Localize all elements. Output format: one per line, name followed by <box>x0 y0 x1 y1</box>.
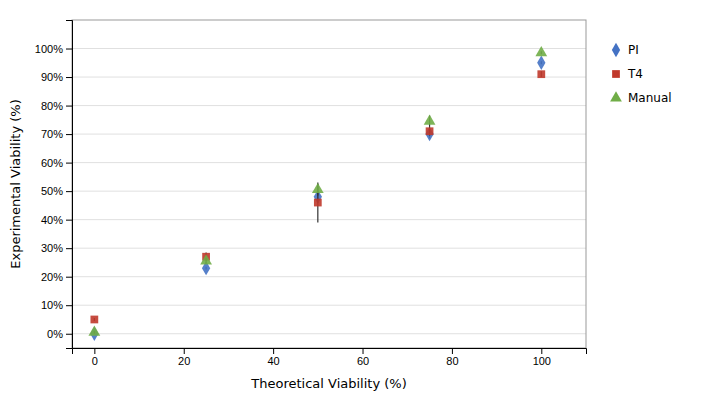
tick-mark <box>541 348 542 354</box>
tick: 20% <box>41 271 72 283</box>
grid-line <box>72 191 586 192</box>
legend-label: T4 <box>627 67 643 81</box>
point <box>537 70 545 78</box>
tick-label: 80% <box>41 100 63 112</box>
tick-label: 40 <box>268 355 280 367</box>
tick: 100 <box>533 348 551 367</box>
tick: 50% <box>41 185 72 197</box>
point <box>424 114 436 124</box>
point <box>312 183 324 193</box>
legend: PI T4 Manual <box>610 43 671 105</box>
grid-line <box>72 105 586 106</box>
tick-label: 70% <box>41 128 63 140</box>
tick-mark <box>66 248 72 249</box>
tick-mark <box>363 348 364 354</box>
grid-line <box>72 48 586 49</box>
chart: 0 20 40 60 80 100 0% 10% 20% 30% 40% 50% 60% 70% 80% 90… <box>0 0 716 400</box>
legend-symbol <box>612 70 620 78</box>
tick-mark <box>66 305 72 306</box>
tick-mark <box>452 348 453 354</box>
plot: 0 20 40 60 80 100 0% 10% 20% 30% 40% 50% 60% 70% 80% 90… <box>8 20 587 391</box>
tick-label: 0 <box>92 355 98 367</box>
grid-line <box>72 305 586 306</box>
tick-mark <box>273 348 274 354</box>
tick-label: 100 <box>533 355 551 367</box>
grid-line <box>72 219 586 220</box>
tick-label: 90% <box>41 71 63 83</box>
tick-label: 60 <box>357 355 369 367</box>
tick: 20 <box>178 348 190 367</box>
tick: 80% <box>41 100 72 112</box>
x-axis: 0 20 40 60 80 100 <box>73 348 587 367</box>
series <box>88 46 547 336</box>
series <box>90 56 545 341</box>
tick: 80 <box>446 348 458 367</box>
legend-symbol <box>612 43 620 57</box>
tick-mark <box>66 77 72 78</box>
grid-line <box>72 333 586 334</box>
point <box>535 46 547 56</box>
legend-item: Manual <box>610 91 671 105</box>
grid-line <box>72 134 586 135</box>
point <box>200 254 212 264</box>
tick: 0% <box>47 328 72 340</box>
grid-line <box>72 276 586 277</box>
tick: 40 <box>268 348 280 367</box>
legend-item: T4 <box>612 67 643 81</box>
tick: 10% <box>41 299 72 311</box>
marks <box>88 46 547 341</box>
tick-label: 0% <box>47 328 63 340</box>
point <box>426 127 434 135</box>
tick: 40% <box>41 214 72 226</box>
tick-mark <box>66 163 72 164</box>
plot-frame <box>72 20 586 348</box>
tick: 70% <box>41 128 72 140</box>
tick: 30% <box>41 242 72 254</box>
axis-line <box>66 21 73 349</box>
grid-line <box>72 77 586 78</box>
legend-symbol <box>610 91 622 101</box>
series <box>90 70 545 323</box>
tick-label: 40% <box>41 214 63 226</box>
tick: 60% <box>41 157 72 169</box>
tick-mark <box>66 106 72 107</box>
tick: 60 <box>357 348 369 367</box>
tick-label: 80 <box>446 355 458 367</box>
point <box>88 326 100 336</box>
tick-label: 10% <box>41 299 63 311</box>
legend-label: Manual <box>628 91 672 105</box>
grid <box>72 49 586 334</box>
grid-line <box>72 162 586 163</box>
tick-mark <box>94 348 95 354</box>
y-axis-title: Experimental Viability (%) <box>8 99 23 269</box>
tick-label: 100% <box>35 43 63 55</box>
axis-line <box>73 349 587 355</box>
point <box>90 316 98 324</box>
tick-mark <box>66 334 72 335</box>
point <box>314 199 322 207</box>
tick: 0 <box>92 348 98 367</box>
tick-mark <box>66 277 72 278</box>
point <box>537 56 545 70</box>
tick-mark <box>66 134 72 135</box>
tick: 100% <box>35 43 72 55</box>
tick: 90% <box>41 71 72 83</box>
tick-label: 60% <box>41 157 63 169</box>
tick-mark <box>184 348 185 354</box>
tick-label: 20 <box>178 355 190 367</box>
tick-mark <box>66 49 72 50</box>
tick-mark <box>66 191 72 192</box>
point <box>425 127 433 141</box>
legend-label: PI <box>628 43 639 57</box>
tick-label: 30% <box>41 242 63 254</box>
grid-line <box>72 248 586 249</box>
tick-label: 20% <box>41 271 63 283</box>
legend-item: PI <box>612 43 639 57</box>
x-axis-title: Theoretical Viability (%) <box>250 376 406 391</box>
y-axis: 0% 10% 20% 30% 40% 50% 60% 70% 80% 90% 100% <box>35 21 73 349</box>
tick-label: 50% <box>41 185 63 197</box>
tick-mark <box>66 220 72 221</box>
